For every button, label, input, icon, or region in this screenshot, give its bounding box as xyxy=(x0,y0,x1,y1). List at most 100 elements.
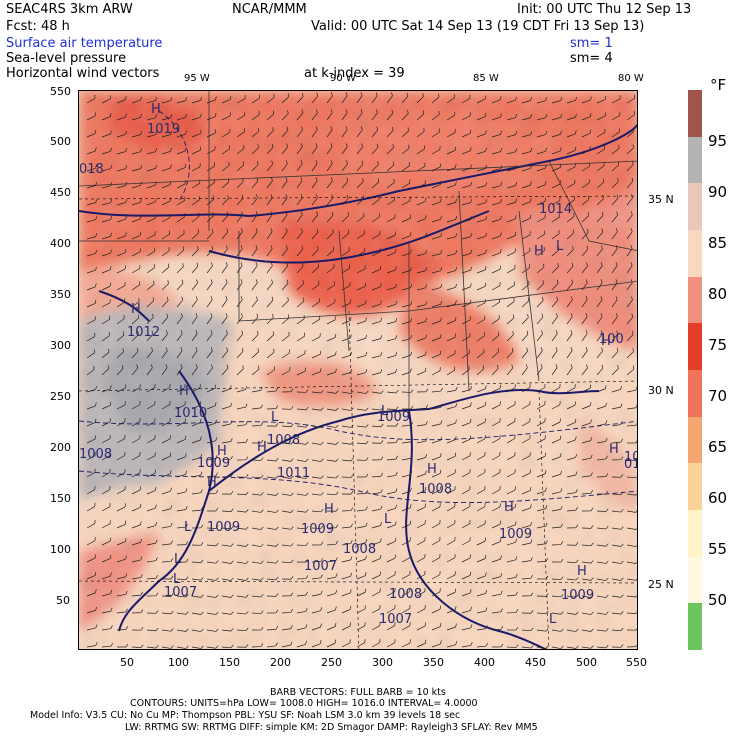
wind-barb xyxy=(401,249,412,257)
wind-barb xyxy=(386,504,397,512)
wind-barb xyxy=(386,352,398,359)
wind-barb xyxy=(446,366,456,376)
wind-barb xyxy=(86,129,97,138)
wind-barb xyxy=(626,439,637,444)
wind-barb xyxy=(86,233,98,240)
pressure-value-label: 1011 xyxy=(277,466,310,481)
wind-barb xyxy=(341,457,354,462)
wind-barb xyxy=(86,402,97,410)
wind-barb xyxy=(266,609,279,614)
wind-barb xyxy=(191,453,203,461)
temperature-colorbar xyxy=(688,90,702,651)
wind-barb xyxy=(341,605,352,614)
wind-barb xyxy=(86,283,97,291)
wind-barb xyxy=(626,94,636,104)
wind-barb xyxy=(461,554,471,563)
wind-barb xyxy=(386,368,397,376)
wind-barb xyxy=(296,350,306,359)
wind-barb xyxy=(236,560,249,564)
wind-barb xyxy=(506,148,518,155)
y-tick-300: 300 xyxy=(50,339,71,352)
wind-barb xyxy=(386,537,397,546)
wind-barb xyxy=(356,230,365,240)
wind-barb xyxy=(206,542,219,547)
wind-barb xyxy=(521,521,533,529)
wind-barb xyxy=(266,228,273,240)
wind-barb xyxy=(116,348,124,359)
wind-barb xyxy=(281,160,288,172)
wind-barb xyxy=(131,364,139,376)
wind-barb xyxy=(386,161,395,172)
wind-barb xyxy=(116,626,129,631)
wind-barb xyxy=(101,164,113,172)
wind-barb xyxy=(401,471,413,478)
wind-barb xyxy=(491,418,501,427)
wind-barb xyxy=(626,262,633,274)
wind-barb xyxy=(281,608,293,614)
wind-barb xyxy=(131,434,141,444)
wind-barb xyxy=(581,628,594,632)
wind-barb xyxy=(116,232,127,240)
wind-barb xyxy=(101,95,112,104)
wind-barb xyxy=(611,577,624,581)
wind-barb xyxy=(551,364,558,376)
wind-barb xyxy=(341,334,352,342)
wind-barb xyxy=(131,556,143,563)
high-pressure-label: H xyxy=(427,462,437,477)
wind-barb xyxy=(611,365,619,376)
wind-barb xyxy=(506,556,518,563)
wind-barb xyxy=(386,231,396,240)
wind-barb xyxy=(371,521,383,529)
wind-barb xyxy=(596,313,603,325)
wind-barb xyxy=(251,194,258,206)
wind-barb xyxy=(596,178,605,189)
wind-barb xyxy=(236,144,245,155)
wind-barb xyxy=(221,95,232,104)
wind-barb xyxy=(281,641,293,648)
wind-barb xyxy=(521,486,532,495)
wind-barb xyxy=(536,330,543,342)
wind-barb xyxy=(86,624,98,631)
wind-barb xyxy=(86,452,96,461)
wind-barb xyxy=(431,334,442,342)
wind-barb xyxy=(311,458,324,462)
wind-barb xyxy=(101,199,113,206)
wind-barb xyxy=(611,211,619,223)
wind-barb xyxy=(116,364,124,376)
wind-barb xyxy=(326,540,338,546)
wind-barb xyxy=(386,604,396,614)
wind-barb xyxy=(296,492,309,496)
wind-barb xyxy=(341,160,348,172)
wind-barb xyxy=(431,453,442,461)
wind-barb xyxy=(476,182,488,189)
wind-barb xyxy=(536,214,546,223)
wind-barb xyxy=(566,212,575,223)
wind-barb xyxy=(371,195,380,206)
wind-barb xyxy=(566,113,577,121)
wind-barb xyxy=(311,211,318,223)
x-tick-50: 50 xyxy=(120,656,134,669)
wind-barb xyxy=(146,574,159,580)
wind-barb xyxy=(371,390,384,394)
wind-barb xyxy=(266,475,279,479)
wind-barb xyxy=(476,642,488,648)
wind-barb xyxy=(506,96,517,104)
wind-barb xyxy=(191,347,198,359)
x-tick-500: 500 xyxy=(576,656,597,669)
wind-barb xyxy=(146,452,156,461)
wind-barb xyxy=(596,161,605,172)
wind-barb xyxy=(566,384,576,393)
wind-barb xyxy=(446,588,457,597)
wind-barb xyxy=(341,368,353,376)
colorbar-label-75: 75 xyxy=(708,336,728,354)
wind-barb xyxy=(311,92,319,104)
wind-barb xyxy=(371,213,380,223)
wind-barb xyxy=(416,437,428,444)
pressure-value-label: 1008 xyxy=(343,542,376,557)
wind-barb xyxy=(551,611,564,615)
wind-barb xyxy=(341,316,352,325)
wind-barb xyxy=(596,490,609,495)
wind-barb xyxy=(371,538,382,546)
wind-barb xyxy=(491,331,500,342)
wind-barb xyxy=(476,520,486,529)
